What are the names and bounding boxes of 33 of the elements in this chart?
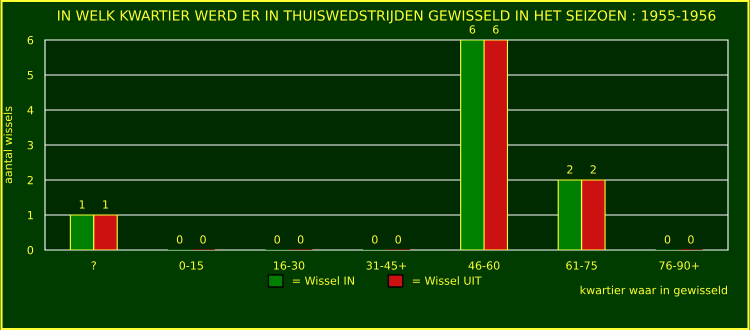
data-label: 0 (274, 235, 280, 244)
x-tick-label: 61-75 (566, 261, 597, 270)
x-tick-label: 0-15 (179, 261, 203, 270)
data-label: 0 (298, 235, 304, 244)
data-label: 1 (103, 200, 108, 209)
data-label: 6 (470, 25, 476, 34)
data-label: 0 (372, 235, 378, 244)
data-label: 0 (688, 235, 694, 244)
y-tick-label: 4 (27, 106, 34, 114)
y-axis-title: aantal wissels (4, 106, 12, 184)
data-label: 0 (395, 235, 402, 244)
y-tick-label: 3 (28, 140, 33, 150)
data-label: 0 (664, 235, 670, 244)
data-label: 2 (567, 165, 572, 174)
y-tick-label: 5 (28, 71, 33, 80)
y-tick-label: 0 (28, 246, 34, 254)
data-label: 6 (493, 25, 499, 34)
y-tick-label: 2 (28, 176, 33, 184)
x-tick-label: 46-60 (468, 261, 500, 270)
x-tick-label: 16-30 (274, 261, 304, 270)
data-label: 0 (176, 235, 182, 244)
x-tick-label: ? (92, 261, 96, 270)
data-label: 0 (200, 235, 206, 244)
y-tick-label: 6 (28, 36, 34, 44)
x-tick-label: 31-45+ (366, 261, 406, 270)
legend-label: = Wissel IN (292, 276, 354, 285)
data-label: 1 (80, 200, 85, 209)
legend-label: = Wissel UIT (412, 276, 482, 285)
data-label: 2 (590, 165, 596, 174)
chart-title: IN WELK KWARTIER WERD ER IN THUISWEDSTRIJDEN GEWISSELD IN HET SEIZOEN : 1955-1956 (58, 10, 716, 24)
x-axis-title: kwartier waar in gewisseld (580, 286, 727, 296)
y-tick-label: 1 (28, 211, 33, 220)
x-tick-label: 76-90+ (659, 261, 699, 270)
